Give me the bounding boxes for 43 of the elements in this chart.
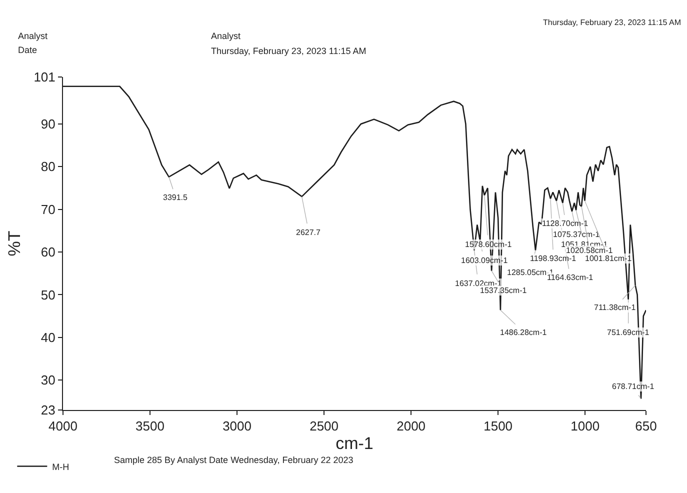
y-tick-label: 101	[34, 70, 56, 85]
annotation: 1164.63cm-1	[547, 273, 594, 282]
annotation: 678.71cm-1	[612, 382, 655, 391]
annotation: 1578.60cm-1	[465, 240, 512, 249]
x-tick-label: 2000	[396, 418, 426, 434]
text: Thursday, February 23, 2023 11:15 AM	[211, 46, 366, 56]
annotation: 1001.81cm-1	[585, 254, 632, 263]
annotation: 1020.58cm-1	[566, 246, 614, 255]
x-tick-label: 4000	[48, 418, 78, 434]
y-tick-label: 40	[40, 330, 56, 345]
annotation: 2627.7	[296, 228, 322, 237]
x-tick-label: 1500	[484, 418, 513, 434]
x-tick-label: 2500	[310, 418, 338, 434]
y-tick-label: 70	[40, 202, 56, 217]
annotation: 751.69cm-1	[607, 328, 650, 337]
y-tick-label: 30	[40, 372, 56, 388]
y-tick-label: 60	[40, 244, 56, 260]
legend-label: M-H	[52, 462, 70, 472]
y-tick-label: 80	[40, 159, 56, 174]
y-axis-title: %T	[5, 230, 24, 256]
annotation: 3391.5	[163, 193, 188, 202]
annotation: 1637.02cm-1	[455, 279, 502, 288]
annotation: 1198.93cm-1	[530, 254, 577, 263]
text: Date	[18, 45, 38, 55]
annotation: 1075.37cm-1	[553, 230, 600, 239]
annotation: 1486.28cm-1	[500, 328, 548, 337]
text: Analyst	[18, 31, 48, 41]
annotation: 1051.81cm-1	[561, 240, 608, 249]
x-axis-title: cm-1	[336, 434, 374, 453]
text: Sample 285 By Analyst Date Wednesday, February 22 2023	[114, 455, 354, 465]
y-tick-label: 50	[40, 287, 56, 302]
annotation: 711.38cm-1	[594, 303, 636, 312]
text: Analyst	[211, 31, 242, 41]
annotation: 1537.35cm-1	[480, 286, 528, 295]
annotation: 1603.09cm-1	[461, 256, 508, 265]
x-tick-label: 650	[635, 418, 657, 434]
x-tick-label: 1000	[570, 418, 600, 434]
y-tick-label: 23	[40, 402, 56, 418]
text: Thursday, February 23, 2023 11:15 AM	[543, 18, 682, 27]
y-tick-label: 90	[40, 116, 56, 132]
annotation: 1128.70cm-1	[542, 219, 589, 228]
x-tick-label: 3000	[222, 418, 252, 434]
x-tick-label: 3500	[136, 418, 164, 434]
